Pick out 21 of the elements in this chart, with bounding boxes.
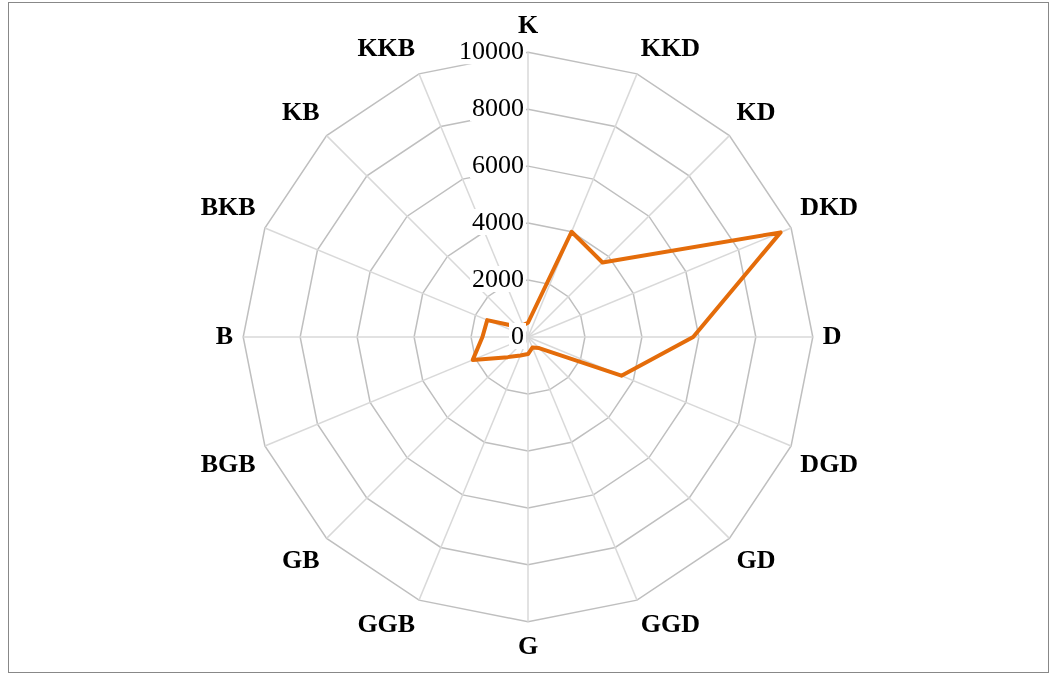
spoke-label: B [215, 320, 234, 350]
spoke-label: DKD [800, 192, 859, 222]
y-tick-label: 8000 [472, 92, 524, 122]
spoke-label: DGD [800, 449, 859, 479]
y-tick-label: 4000 [472, 206, 524, 236]
spoke-label: GGD [640, 608, 701, 638]
spoke-label: KB [281, 96, 320, 126]
y-tick-label: 2000 [472, 263, 524, 293]
spoke-label: KKD [640, 32, 701, 62]
spoke-label: GGB [357, 608, 416, 638]
spoke-label: KD [736, 96, 776, 126]
spoke-label: G [517, 631, 539, 661]
y-tick-label: 6000 [472, 149, 524, 179]
spoke-label: GD [736, 544, 776, 574]
spoke-label: GB [281, 544, 320, 574]
spoke-label: D [822, 320, 842, 350]
y-tick-label: 10000 [459, 36, 524, 66]
spoke-label: BKB [200, 192, 256, 222]
y-tick-label: 0 [511, 320, 524, 350]
spoke-label: KKB [357, 32, 416, 62]
spoke-label: BGB [200, 449, 256, 479]
